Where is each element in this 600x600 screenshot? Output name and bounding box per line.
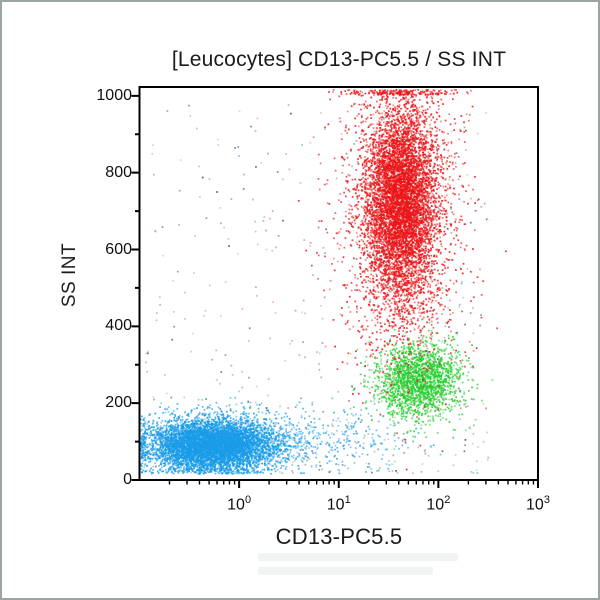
watermark-smudge (258, 553, 458, 561)
y-axis-title: SS INT (59, 242, 80, 308)
x-axis-title: CD13-PC5.5 (275, 524, 403, 549)
chart-title: [Leucocytes] CD13-PC5.5 / SS INT (171, 48, 507, 71)
watermark-smudge (258, 567, 433, 575)
